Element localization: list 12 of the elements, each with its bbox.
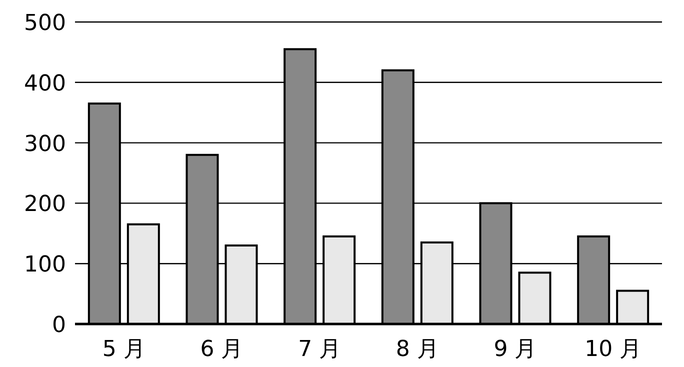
x-tick-label: 6 月	[200, 337, 244, 362]
y-tick-label: 100	[24, 252, 66, 278]
y-tick-label: 500	[24, 11, 66, 36]
x-tick-label: 10 月	[584, 337, 642, 362]
x-tick-label: 7 月	[298, 337, 342, 362]
y-tick-label: 200	[24, 192, 66, 218]
y-tick-label: 400	[24, 71, 66, 96]
x-tick-label: 8 月	[396, 337, 439, 362]
y-tick-label: 300	[24, 132, 66, 157]
y-tick-label: 0	[52, 313, 66, 338]
x-tick-label: 9 月	[494, 337, 537, 362]
x-tick-label: 5 月	[102, 337, 146, 362]
